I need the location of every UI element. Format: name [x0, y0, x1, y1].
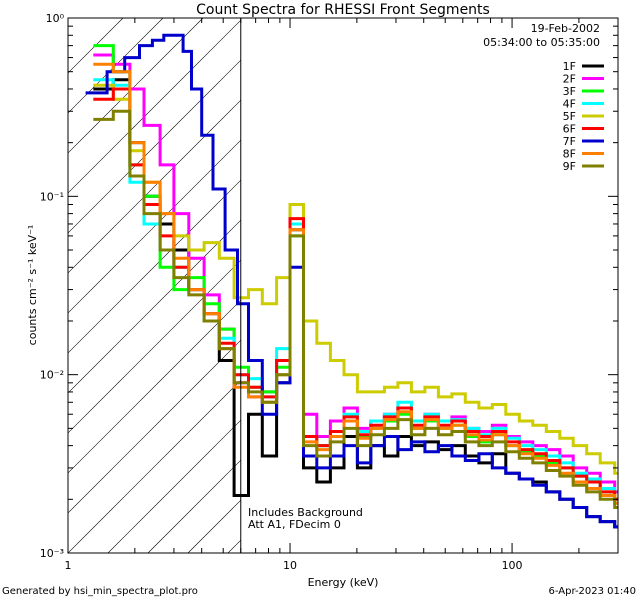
series-group	[85, 33, 618, 529]
series-line-5F	[93, 83, 618, 475]
x-tick-label: 1	[65, 559, 72, 572]
hatch-line	[68, 18, 164, 114]
legend-label-8F: 8F	[563, 148, 576, 161]
hatch-line	[68, 299, 241, 474]
y-tick-label: 10⁻²	[40, 369, 64, 382]
y-tick-label: 10⁰	[46, 12, 65, 25]
hatch-line	[68, 19, 241, 194]
x-tick-label: 10	[283, 559, 297, 572]
legend-label-3F: 3F	[563, 85, 576, 98]
hatch-line	[147, 459, 241, 553]
y-tick-label: 10⁻¹	[40, 190, 64, 203]
series-line-9F	[93, 109, 618, 509]
hatch-line	[428, 18, 640, 553]
legend-label-5F: 5F	[563, 110, 576, 123]
legend-label-6F: 6F	[563, 123, 576, 136]
hatch-line	[68, 179, 241, 354]
legend-label-2F: 2F	[563, 73, 576, 86]
plot-frame	[67, 17, 619, 554]
chart-title: Count Spectra for RHESSI Front Segments	[196, 2, 490, 18]
hatch-line	[68, 339, 241, 514]
legend-label-9F: 9F	[563, 160, 576, 173]
y-tick-label: 10⁻³	[40, 547, 64, 560]
hatch-line	[68, 99, 241, 274]
x-axis-label: Energy (keV)	[308, 576, 379, 589]
legend-label-1F: 1F	[563, 60, 576, 73]
annotation-attenuator: Att A1, FDecim 0	[248, 518, 341, 531]
axes-group: 1 10 100 10⁰ 10⁻¹ 10⁻² 10⁻³	[40, 12, 619, 572]
legend-label-4F: 4F	[563, 98, 576, 111]
hatch-line	[68, 59, 241, 234]
legend-label-7F: 7F	[563, 135, 576, 148]
hatch-line	[68, 379, 241, 553]
footer-generated: Generated by hsi_min_spectra_plot.pro	[2, 586, 198, 597]
date-label: 19-Feb-2002	[531, 22, 600, 35]
hatch-line	[68, 18, 204, 154]
footer-timestamp: 6-Apr-2023 01:40	[549, 586, 636, 597]
hatch-line	[68, 259, 241, 434]
time-range-label: 05:34:00 to 05:35:00	[483, 36, 600, 49]
attenuator-hatch-region	[68, 18, 640, 553]
hatch-line	[107, 419, 241, 553]
hatch-line	[68, 139, 241, 314]
hatch-line	[68, 219, 241, 394]
x-tick-label: 100	[502, 559, 523, 572]
annotation-background: Includes Background	[248, 506, 363, 519]
y-axis-label: counts cm⁻² s⁻¹ keV⁻¹	[26, 225, 39, 346]
